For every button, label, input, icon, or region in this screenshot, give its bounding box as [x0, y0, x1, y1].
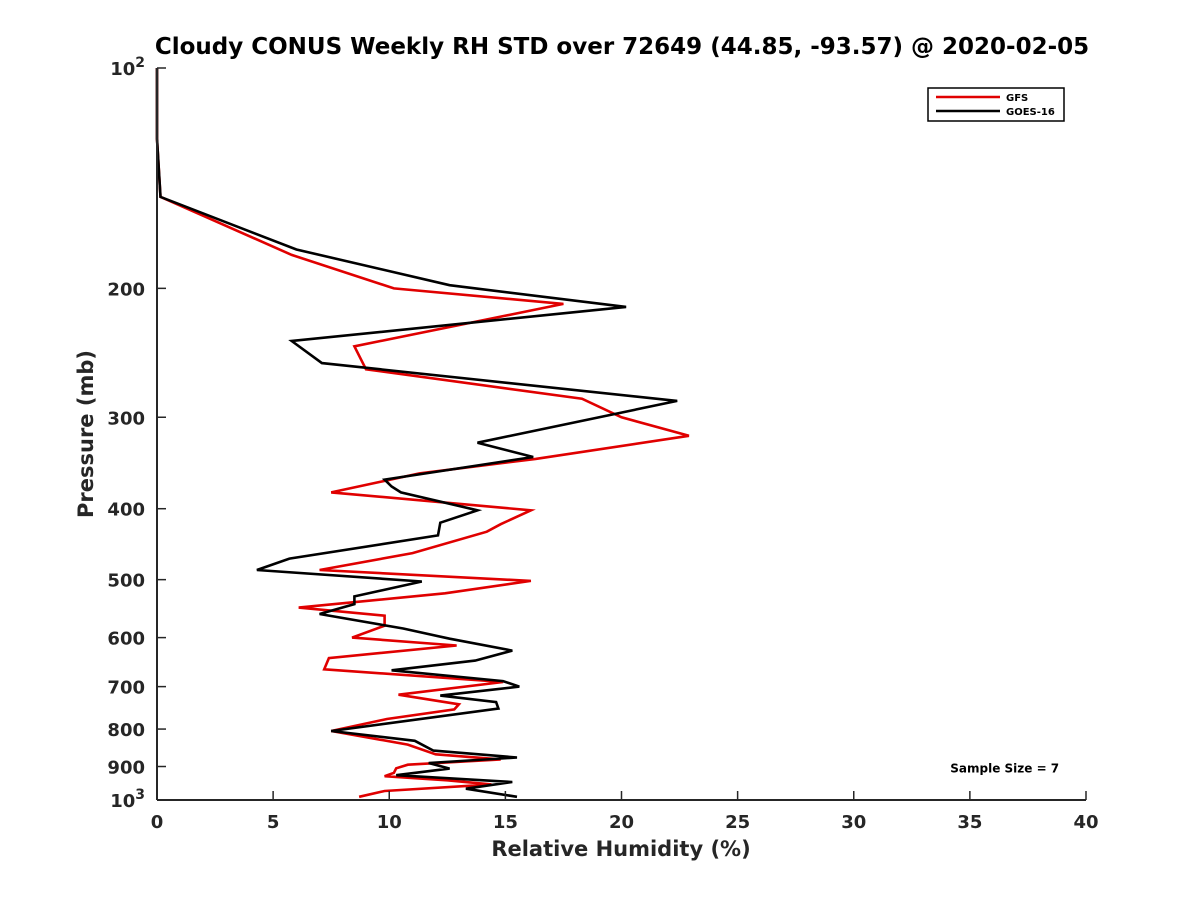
y-tick-label: 600: [107, 629, 145, 650]
x-tick-label: 5: [267, 812, 280, 833]
legend: GFS GOES-16: [927, 87, 1065, 122]
y-tick-label: 102: [110, 55, 145, 80]
x-tick-label: 25: [725, 812, 750, 833]
y-tick-label: 900: [107, 758, 145, 779]
x-tick-label: 40: [1073, 812, 1098, 833]
series-line-goes16: [155, 68, 678, 799]
x-tick-label: 30: [841, 812, 866, 833]
x-axis-label: Relative Humidity (%): [491, 837, 750, 861]
x-tick-label: 20: [609, 812, 634, 833]
plot-lines: [155, 68, 690, 799]
x-tick-label: 15: [493, 812, 518, 833]
y-axis-label: Pressure (mb): [74, 350, 98, 518]
y-tick-label: 800: [107, 720, 145, 741]
y-tick-label: 103: [110, 787, 145, 812]
y-tick-label: 700: [107, 678, 145, 699]
legend-box: [927, 87, 1065, 122]
legend-label-gfs: GFS: [1006, 93, 1028, 104]
x-tick-label: 10: [377, 812, 402, 833]
y-axis-ticks: 102 200 300 400 500 600 700 800 900 103: [107, 55, 166, 812]
y-tick-label: 400: [107, 500, 145, 521]
legend-label-goes16: GOES-16: [1006, 107, 1055, 118]
sample-size-annotation: Sample Size = 7: [950, 761, 1059, 775]
x-tick-label: 0: [151, 812, 164, 833]
x-axis-ticks: 0 5 10 15 20 25 30 35 40: [151, 791, 1099, 833]
y-tick-label: 300: [107, 408, 145, 429]
y-tick-label: 500: [107, 571, 145, 592]
x-tick-label: 35: [957, 812, 982, 833]
y-tick-label: 200: [107, 279, 145, 300]
chart-title: Cloudy CONUS Weekly RH STD over 72649 (4…: [155, 34, 1089, 60]
